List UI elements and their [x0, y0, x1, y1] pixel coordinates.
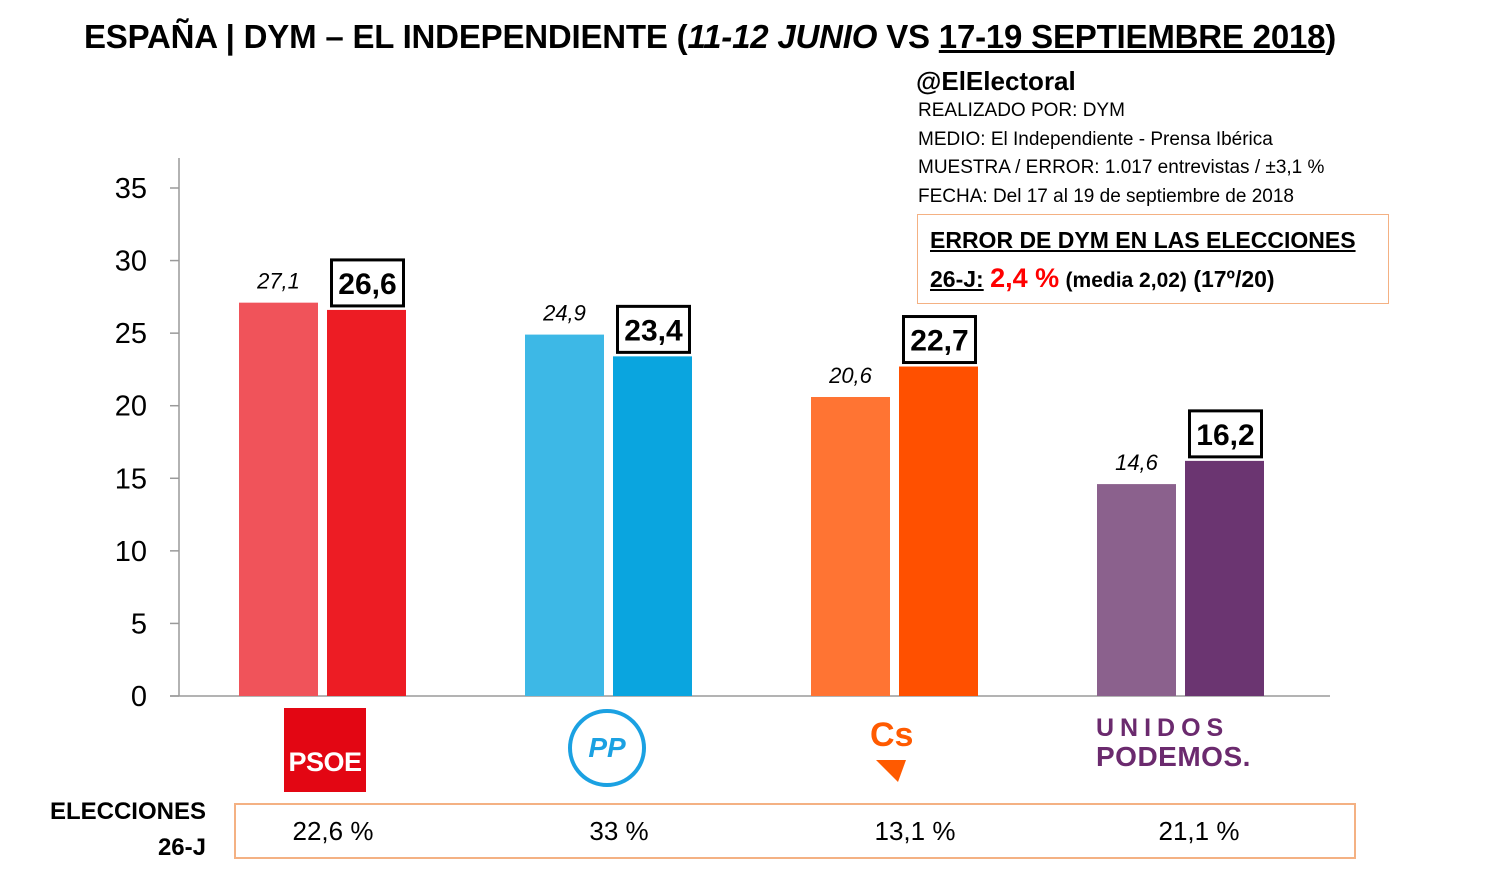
- data-label: 24,9: [542, 301, 586, 326]
- elections-box: [234, 803, 1356, 859]
- up-logo-line2: PODEMOS.: [1096, 741, 1251, 772]
- data-label: 20,6: [828, 363, 873, 388]
- cs-logo: Cs: [867, 716, 928, 786]
- data-label: 14,6: [1115, 450, 1159, 475]
- error-label: 26-J:: [930, 266, 984, 292]
- error-box: ERROR DE DYM EN LAS ELECCIONES 26-J: 2,4…: [917, 214, 1389, 304]
- data-label-box: [902, 315, 977, 365]
- error-line: 26-J: 2,4 % (media 2,02) (17º/20): [930, 263, 1275, 294]
- unidos-podemos-logo: UNIDOS PODEMOS.: [1096, 714, 1296, 778]
- bar: [613, 356, 692, 696]
- psoe-logo: PSOE: [284, 708, 366, 792]
- cs-logo-triangle: [867, 760, 907, 782]
- y-tick-label: 25: [115, 318, 147, 350]
- y-tick-label: 30: [115, 246, 147, 278]
- data-label: 27,1: [256, 269, 300, 294]
- election-result: 33 %: [589, 816, 649, 846]
- title-close: ): [1325, 18, 1337, 55]
- source-handle: @ElElectoral: [916, 66, 1076, 96]
- bar: [1097, 484, 1176, 696]
- y-tick-label: 10: [115, 536, 147, 568]
- bar: [525, 334, 604, 696]
- election-result: 21,1 %: [1158, 816, 1240, 846]
- meta-line: FECHA: Del 17 al 19 de septiembre de 201…: [918, 186, 1294, 207]
- error-title: ERROR DE DYM EN LAS ELECCIONES: [930, 227, 1356, 253]
- title-main: ESPAÑA | DYM – EL INDEPENDIENTE (: [84, 18, 688, 55]
- error-media: (media 2,02): [1065, 269, 1187, 292]
- data-label: 26,6: [338, 268, 396, 301]
- bar: [811, 397, 890, 696]
- meta-line: MUESTRA / ERROR: 1.017 entrevistas / ±3,…: [918, 157, 1325, 178]
- data-label: 22,7: [910, 325, 968, 358]
- up-logo-line1: UNIDOS: [1096, 714, 1230, 742]
- data-label-box: [330, 258, 405, 308]
- data-label: 23,4: [624, 314, 683, 347]
- error-rank: (17º/20): [1193, 266, 1275, 292]
- bar: [327, 309, 406, 696]
- chart-title: ESPAÑA | DYM – EL INDEPENDIENTE (11-12 J…: [84, 18, 1336, 56]
- error-value: 2,4 %: [990, 263, 1060, 293]
- data-label-box: [1188, 409, 1263, 459]
- title-italic: 11-12 JUNIO: [687, 18, 878, 55]
- meta-line: MEDIO: El Independiente - Prensa Ibérica: [918, 129, 1273, 150]
- elections-label: ELECCIONES 26-J: [48, 794, 206, 866]
- y-tick-label: 0: [131, 681, 147, 713]
- data-label-box: [616, 304, 691, 354]
- title-vs: VS: [877, 18, 939, 55]
- title-underlined: 17-19 SEPTIEMBRE 2018: [938, 18, 1326, 55]
- data-label: 16,2: [1196, 419, 1254, 452]
- y-tick-label: 15: [115, 463, 147, 495]
- cs-logo-text: Cs: [870, 716, 914, 754]
- bar: [239, 302, 318, 696]
- elections-label-line2: 26-J: [157, 834, 206, 861]
- pp-logo: PP: [568, 709, 646, 787]
- meta-line: REALIZADO POR: DYM: [918, 100, 1125, 121]
- y-tick-label: 5: [131, 608, 147, 640]
- y-tick-label: 35: [115, 173, 147, 205]
- y-tick-label: 20: [115, 391, 147, 423]
- bar: [899, 366, 978, 696]
- election-result: 13,1 %: [874, 816, 956, 846]
- election-result: 22,6 %: [292, 816, 374, 846]
- elections-label-line1: ELECCIONES: [49, 798, 206, 825]
- bar: [1185, 460, 1264, 696]
